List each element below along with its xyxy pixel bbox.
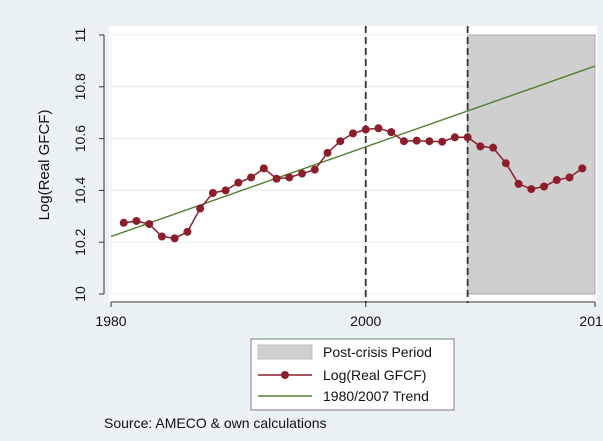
log-real-gfcf-point-2002 (387, 128, 396, 137)
log-real-gfcf-point-1987 (196, 204, 205, 213)
legend: Post-crisis Period Log(Real GFCF) 1980/2… (250, 338, 455, 411)
y-tick-label-5: 11 (72, 28, 88, 43)
log-real-gfcf-point-1982 (132, 216, 141, 225)
legend-post-crisis-swatch (257, 344, 313, 360)
log-real-gfcf-point-1992 (259, 164, 268, 173)
x-tick-label-0: 1980 (95, 313, 126, 329)
log-real-gfcf-point-2005 (425, 137, 434, 146)
log-real-gfcf-point-1996 (310, 165, 319, 174)
log-real-gfcf-point-2004 (412, 136, 421, 145)
post-crisis-shaded-region (467, 34, 596, 295)
log-real-gfcf-point-2016 (565, 173, 574, 182)
log-real-gfcf-point-1983 (145, 220, 154, 229)
log-real-gfcf-point-2008 (463, 133, 472, 142)
log-real-gfcf-point-2010 (489, 143, 498, 152)
log-real-gfcf-point-1989 (221, 186, 230, 195)
trend-line (110, 65, 596, 238)
legend-trend-label: 1980/2007 Trend (323, 388, 429, 404)
log-real-gfcf-point-2011 (501, 159, 510, 168)
log-real-gfcf-point-1984 (157, 232, 166, 241)
log-real-gfcf-point-1995 (298, 169, 307, 178)
y-tick-label-1: 10.2 (72, 228, 88, 255)
y-tick-label-4: 10.8 (72, 73, 88, 100)
log-real-gfcf-point-2007 (450, 133, 459, 142)
log-real-gfcf-point-2015 (552, 176, 561, 185)
log-real-gfcf-point-1997 (323, 148, 332, 157)
y-tick-label-0: 10 (72, 286, 88, 302)
log-real-gfcf-point-2012 (514, 179, 523, 188)
y-tick-label-2: 10.4 (72, 177, 88, 204)
y-tick-label-3: 10.6 (72, 125, 88, 152)
log-real-gfcf-point-2014 (540, 182, 549, 191)
y-axis-title: Log(Real GFCF) (36, 110, 53, 221)
log-real-gfcf-point-2003 (399, 137, 408, 146)
log-real-gfcf-point-1993 (272, 174, 281, 183)
log-real-gfcf-point-1994 (285, 173, 294, 182)
log-real-gfcf-point-2000 (361, 125, 370, 134)
x-tick-label-1: 2000 (350, 313, 381, 329)
plot-area: 10 10.2 10.4 10.6 10.8 11 1980 2000 2018 Log(Real… (36, 26, 603, 329)
x-tick-label-2: 2018 (579, 313, 603, 329)
log-real-gfcf-point-1985 (170, 234, 179, 243)
log-real-gfcf-point-1986 (183, 227, 192, 236)
log-real-gfcf-point-1988 (208, 188, 217, 197)
log-real-gfcf-point-2013 (527, 185, 536, 194)
log-real-gfcf-point-1991 (247, 173, 256, 182)
log-real-gfcf-point-1981 (119, 218, 128, 227)
log-real-gfcf-point-1999 (349, 129, 357, 138)
log-real-gfcf-point-2009 (476, 142, 485, 151)
legend-post-crisis-label: Post-crisis Period (323, 344, 432, 360)
source-note: Source: AMECO & own calculations (104, 415, 327, 431)
log-real-gfcf-point-1990 (234, 178, 243, 187)
log-real-gfcf-point-2017 (578, 164, 587, 173)
log-real-gfcf-point-2006 (438, 137, 447, 146)
legend-log-real-gfcf-marker (281, 371, 289, 379)
legend-log-real-gfcf-label: Log(Real GFCF) (323, 367, 426, 383)
log-real-gfcf-point-2001 (374, 124, 383, 133)
log-real-gfcf-point-1998 (336, 137, 345, 146)
